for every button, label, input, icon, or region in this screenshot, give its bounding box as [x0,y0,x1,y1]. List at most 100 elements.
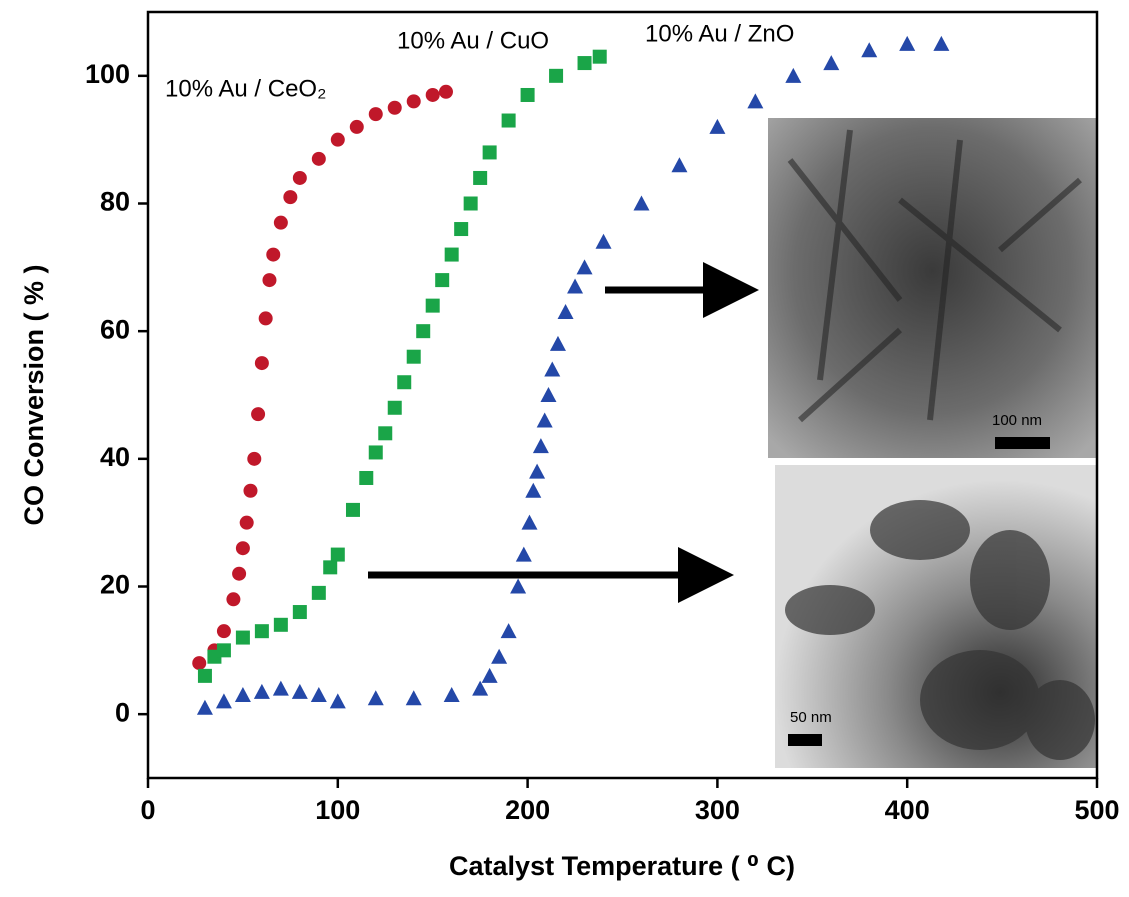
point [198,669,212,683]
point [368,690,384,705]
point [236,541,250,555]
point [388,401,402,415]
point [251,407,265,421]
point [549,69,563,83]
point [533,438,549,453]
point [262,273,276,287]
point [331,133,345,147]
scale-bar [995,437,1050,449]
point [274,618,288,632]
point [483,145,497,159]
x-tick-label: 500 [1074,795,1119,825]
point [435,273,449,287]
point [266,248,280,262]
y-tick-label: 100 [85,59,130,89]
chart: 0100200300400500020406080100 100 nm 50 n… [0,0,1129,892]
y-tick-label: 20 [100,570,130,600]
x-tick-label: 400 [885,795,930,825]
point [255,624,269,638]
point [192,656,206,670]
scale-label: 50 nm [790,709,832,726]
point [671,157,687,172]
point [331,548,345,562]
y-tick-label: 0 [115,697,130,727]
point [578,56,592,70]
point [454,222,468,236]
point [482,668,498,683]
point [464,197,478,211]
point [255,356,269,370]
point [323,560,337,574]
point [217,643,231,657]
point [502,114,516,128]
x-axis-title: Catalyst Temperature ( ⁰ C) [449,851,795,881]
point [426,88,440,102]
point [577,259,593,274]
point [312,586,326,600]
x-tick-label: 0 [140,795,155,825]
point [293,171,307,185]
y-tick-label: 80 [100,187,130,217]
point [407,350,421,364]
point [823,55,839,70]
y-tick-label: 60 [100,314,130,344]
point [293,605,307,619]
point [240,516,254,530]
point [444,687,460,702]
y-axis-title: CO Conversion ( % ) [19,264,49,525]
point [516,547,532,562]
point [510,579,526,594]
point [283,190,297,204]
point [378,426,392,440]
point [633,196,649,211]
point [247,452,261,466]
point [235,687,251,702]
point [472,681,488,696]
point [785,68,801,83]
scale-label: 100 nm [992,412,1042,429]
x-tick-label: 200 [505,795,550,825]
point [274,216,288,230]
point [312,152,326,166]
point [501,623,517,638]
point [416,324,430,338]
point [236,631,250,645]
point [388,101,402,115]
point [861,42,877,57]
point [709,119,725,134]
point [529,464,545,479]
point [311,687,327,702]
point [406,690,422,705]
point [359,471,373,485]
point [216,693,232,708]
point [525,483,541,498]
point [254,684,270,699]
x-tick-label: 100 [315,795,360,825]
point [369,107,383,121]
point [933,36,949,51]
point [273,681,289,696]
point [439,85,453,99]
point [330,693,346,708]
point [445,248,459,262]
point [550,336,566,351]
scale-bar [788,734,822,746]
point [426,299,440,313]
y-tick-label: 40 [100,442,130,472]
point [537,413,553,428]
point [521,515,537,530]
series-label: 10% Au / CeO₂ [165,75,326,102]
point [899,36,915,51]
point [369,445,383,459]
point [259,311,273,325]
point [593,50,607,64]
point [747,93,763,108]
point [491,649,507,664]
point [407,94,421,108]
point [217,624,231,638]
point [346,503,360,517]
series-label: 10% Au / ZnO [645,20,794,47]
point [226,592,240,606]
point [540,387,556,402]
point [350,120,364,134]
